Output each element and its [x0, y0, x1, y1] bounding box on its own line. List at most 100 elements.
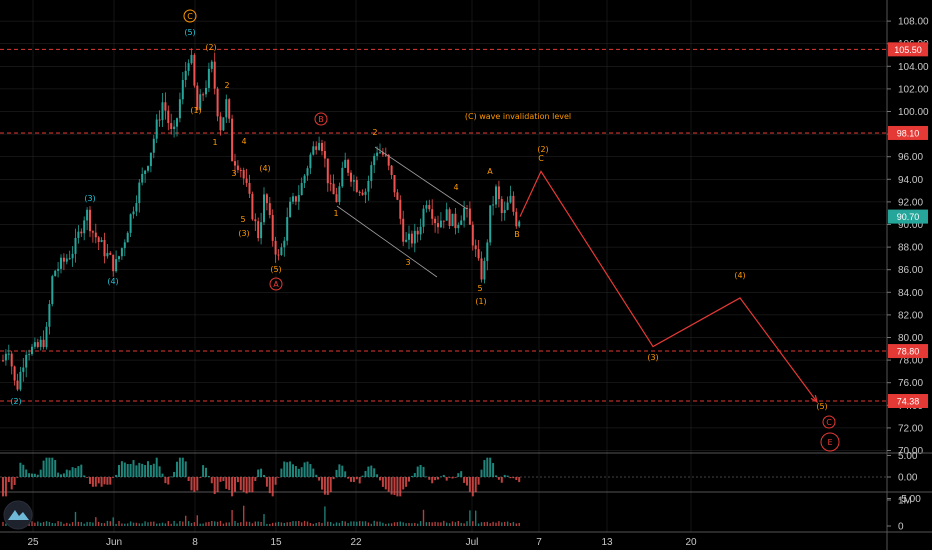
volume-bar — [150, 521, 152, 526]
volume-bar — [451, 521, 454, 526]
wave-circle-label: C — [826, 418, 832, 427]
osc-bar — [147, 461, 149, 477]
osc-bar — [495, 475, 497, 477]
candle-body — [202, 94, 205, 96]
osc-bar — [199, 477, 202, 478]
candle-body — [234, 161, 236, 166]
candle-body — [454, 213, 457, 229]
osc-bar — [344, 471, 347, 477]
wave-label: (5) — [270, 265, 281, 274]
osc-bar — [286, 462, 289, 477]
osc-bar — [13, 477, 16, 485]
volume-bar — [309, 522, 312, 526]
y-tick-label: 108.00 — [898, 17, 929, 28]
candle-body — [413, 230, 416, 244]
volume-bar — [187, 521, 190, 526]
osc-bar — [48, 457, 51, 477]
volume-bar — [86, 521, 88, 526]
candle-body — [338, 186, 341, 203]
volume-bar — [135, 522, 138, 526]
price-axis[interactable]: 108.00106.00104.00102.00100.0098.0096.00… — [887, 17, 929, 457]
y-tick-label: 82.00 — [898, 310, 923, 321]
osc-bar — [425, 476, 428, 478]
osc-bar — [33, 473, 36, 477]
osc-bar — [289, 461, 292, 477]
osc-bar — [248, 477, 251, 493]
candle-body — [364, 191, 367, 195]
volume-bar — [385, 523, 387, 526]
candle-body — [329, 183, 332, 185]
candle-body — [196, 85, 199, 111]
osc-bar — [71, 467, 74, 477]
wave-label: 1 — [212, 138, 217, 147]
candle-body — [62, 257, 65, 262]
osc-bar — [251, 477, 254, 493]
candle-body — [120, 248, 123, 257]
osc-bar — [236, 477, 239, 483]
volume-bar — [263, 514, 265, 526]
candle-body — [144, 170, 147, 174]
candle-body — [2, 360, 4, 362]
candles — [2, 48, 521, 392]
osc-bar — [402, 477, 405, 490]
osc-bar — [129, 463, 132, 477]
candle-body — [318, 142, 321, 150]
candle-body — [216, 88, 219, 117]
volume-bar — [373, 520, 375, 526]
osc-bar — [149, 465, 152, 477]
candle-body — [129, 214, 132, 233]
osc-bar — [367, 466, 370, 477]
osc-bar — [4, 477, 7, 497]
candle-body — [451, 213, 454, 227]
volume-bar — [257, 521, 259, 526]
price-level-label: 78.80 — [897, 347, 920, 357]
tradingview-logo[interactable] — [3, 500, 33, 530]
candle-body — [94, 232, 97, 238]
osc-bar — [329, 477, 332, 493]
osc-bar — [231, 477, 234, 497]
price-level-badge — [888, 394, 928, 409]
osc-bar — [379, 477, 381, 481]
channel-line[interactable] — [336, 205, 438, 278]
candle-body — [51, 276, 54, 305]
candle-body — [170, 123, 173, 130]
volume-bar — [495, 522, 497, 526]
y-tick-label: 102.00 — [898, 84, 929, 95]
osc-bar — [297, 468, 300, 477]
volume-bar — [318, 522, 320, 526]
volume-bar — [60, 521, 62, 526]
volume-bar — [376, 521, 378, 526]
candle-body — [213, 61, 216, 89]
time-axis[interactable]: 25 Jun 8 15 22 Jul 7 13 20 — [27, 537, 697, 548]
volume-bar — [228, 522, 230, 526]
volume-bar — [5, 523, 7, 526]
candle-body — [271, 215, 274, 241]
volume-bar — [109, 521, 111, 526]
wave-label: 2 — [224, 81, 229, 90]
price-level-label: 74.38 — [897, 397, 920, 407]
projection-line[interactable] — [519, 170, 818, 403]
candle-body — [123, 242, 126, 249]
candle-body — [83, 220, 86, 234]
volume-bar — [124, 523, 126, 526]
candle-body — [448, 209, 451, 227]
volume-bar — [390, 523, 393, 526]
candle-body — [251, 193, 254, 220]
osc-bar — [306, 461, 309, 477]
channel-line[interactable] — [374, 146, 468, 210]
candle-body — [396, 192, 399, 200]
volume-bar — [475, 510, 477, 526]
osc-bar — [312, 468, 315, 477]
osc-bar — [242, 477, 245, 493]
candle-body — [207, 68, 210, 88]
volume-bar — [214, 521, 216, 526]
x-tick-label: 20 — [685, 537, 697, 548]
candle-body — [457, 224, 460, 229]
osc-bar — [376, 474, 379, 477]
y-tick-label: 76.00 — [898, 378, 923, 389]
candle-body — [28, 354, 31, 356]
osc-bar — [152, 463, 155, 477]
candle-body — [178, 99, 181, 119]
candle-body — [155, 119, 158, 139]
